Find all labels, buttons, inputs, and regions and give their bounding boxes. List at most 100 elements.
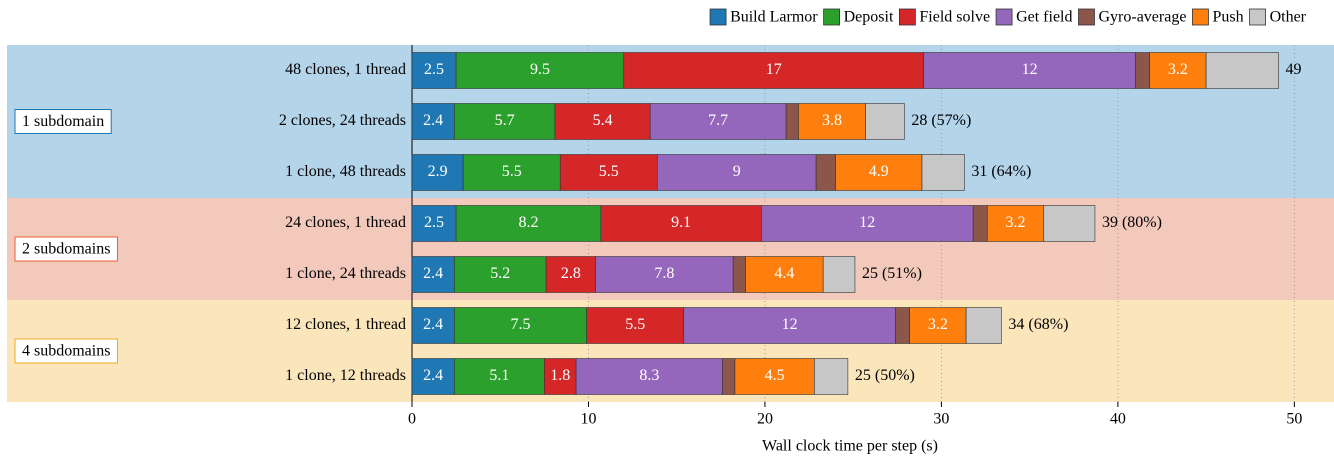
legend-label: Other xyxy=(1270,9,1307,26)
segment-label: 5.4 xyxy=(593,112,613,129)
legend-label: Field solve xyxy=(919,9,990,26)
segment-label: 4.9 xyxy=(869,163,889,180)
bar-segment xyxy=(595,256,734,293)
legend-label: Gyro-average xyxy=(1098,9,1186,26)
bar-segment xyxy=(798,103,866,140)
segment-label: 5.2 xyxy=(490,265,510,282)
bar-segment xyxy=(623,52,925,89)
legend-label: Build Larmor xyxy=(730,9,818,26)
segment-label: 9.1 xyxy=(671,214,691,231)
segment-label: 2.4 xyxy=(423,265,443,282)
segment-label: 5.1 xyxy=(489,367,509,384)
bar-segment xyxy=(865,103,905,140)
bar-segment xyxy=(559,154,658,191)
legend-label: Push xyxy=(1212,9,1243,26)
bar-segment xyxy=(656,154,817,191)
bar-segment xyxy=(600,205,762,242)
total-label: 25 (50%) xyxy=(855,367,915,384)
segment-label: 5.7 xyxy=(495,112,515,129)
group-label: 2 subdomains xyxy=(22,241,110,258)
total-label: 25 (51%) xyxy=(862,265,922,282)
x-tick-label: 20 xyxy=(757,411,773,428)
legend-swatch xyxy=(1192,8,1209,26)
bar-segment xyxy=(972,205,988,242)
y-tick-label: 1 clone, 48 threads xyxy=(285,163,406,180)
bar-segment xyxy=(734,358,815,395)
segment-label: 17 xyxy=(766,61,782,78)
y-tick-label: 1 clone, 24 threads xyxy=(285,265,406,282)
legend-swatch xyxy=(995,8,1013,26)
segment-label: 12 xyxy=(1022,61,1038,78)
bar-segment xyxy=(411,103,455,140)
bar-segment xyxy=(544,358,577,395)
legend-swatch xyxy=(823,8,841,26)
bar-segment xyxy=(1149,52,1207,89)
bar-segment xyxy=(545,256,596,293)
total-label: 34 (68%) xyxy=(1008,316,1068,333)
segment-label: 2.9 xyxy=(428,163,448,180)
y-tick-label: 12 clones, 1 thread xyxy=(285,316,406,333)
group-label-box xyxy=(14,338,118,364)
legend-swatch xyxy=(1078,8,1095,26)
segment-label: 2.4 xyxy=(423,316,443,333)
segment-label: 2.5 xyxy=(424,61,444,78)
segment-label: 12 xyxy=(782,316,798,333)
bar-segment xyxy=(454,358,545,395)
segment-label: 2.4 xyxy=(423,367,443,384)
bar-segment xyxy=(785,103,799,140)
legend-swatch xyxy=(1249,8,1266,26)
total-label: 28 (57%) xyxy=(911,112,971,129)
bar-segment xyxy=(761,205,974,242)
segment-label: 12 xyxy=(859,214,875,231)
legend-label: Get field xyxy=(1016,9,1072,26)
x-axis-label: Wall clock time per step (s) xyxy=(762,438,938,455)
bar-segment xyxy=(1043,205,1096,242)
bar-segment xyxy=(815,154,836,191)
legend-swatch xyxy=(709,8,727,26)
bar-segment xyxy=(411,154,464,191)
y-tick-label: 24 clones, 1 thread xyxy=(285,214,406,231)
segment-label: 7.8 xyxy=(654,265,674,282)
x-tick-label: 0 xyxy=(408,411,416,428)
bar-segment xyxy=(909,307,967,344)
segment-label: 4.4 xyxy=(774,265,794,282)
segment-label: 5.5 xyxy=(599,163,619,180)
bar-segment xyxy=(965,307,1002,344)
segment-label: 9.5 xyxy=(530,61,550,78)
group-label: 4 subdomains xyxy=(22,343,110,360)
bar-segment xyxy=(921,154,965,191)
group-label-box xyxy=(14,236,118,262)
y-tick-label: 48 clones, 1 thread xyxy=(285,61,406,78)
segment-label: 2.8 xyxy=(561,265,581,282)
bar-segment xyxy=(649,103,787,140)
segment-label: 5.5 xyxy=(625,316,645,333)
bar-segment xyxy=(586,307,685,344)
segment-label: 3.2 xyxy=(1168,61,1188,78)
bar-segment xyxy=(411,205,457,242)
bar-segment xyxy=(835,154,923,191)
bar-segment xyxy=(455,52,625,89)
bar-segment xyxy=(455,205,602,242)
bar-segment xyxy=(822,256,856,293)
bar-segment xyxy=(454,103,556,140)
segment-label: 8.2 xyxy=(518,214,538,231)
segment-label: 4.5 xyxy=(765,367,785,384)
segment-label: 5.5 xyxy=(502,163,522,180)
x-tick-label: 50 xyxy=(1286,411,1302,428)
total-label: 31 (64%) xyxy=(971,163,1031,180)
bar-segment xyxy=(986,205,1045,242)
segment-label: 8.3 xyxy=(639,367,659,384)
segment-label: 2.4 xyxy=(423,112,443,129)
bar-segment xyxy=(411,52,457,89)
segment-label: 1.8 xyxy=(550,367,570,384)
segment-label: 3.2 xyxy=(928,316,948,333)
bar-segment xyxy=(895,307,910,344)
total-label: 49 xyxy=(1285,61,1301,78)
bar-segment xyxy=(722,358,736,395)
y-tick-label: 2 clones, 24 threads xyxy=(279,112,406,129)
x-tick-label: 10 xyxy=(580,411,596,428)
bar-segment xyxy=(454,307,588,344)
group-label-box xyxy=(14,109,112,134)
segment-label: 2.5 xyxy=(424,214,444,231)
bar-segment xyxy=(683,307,896,344)
